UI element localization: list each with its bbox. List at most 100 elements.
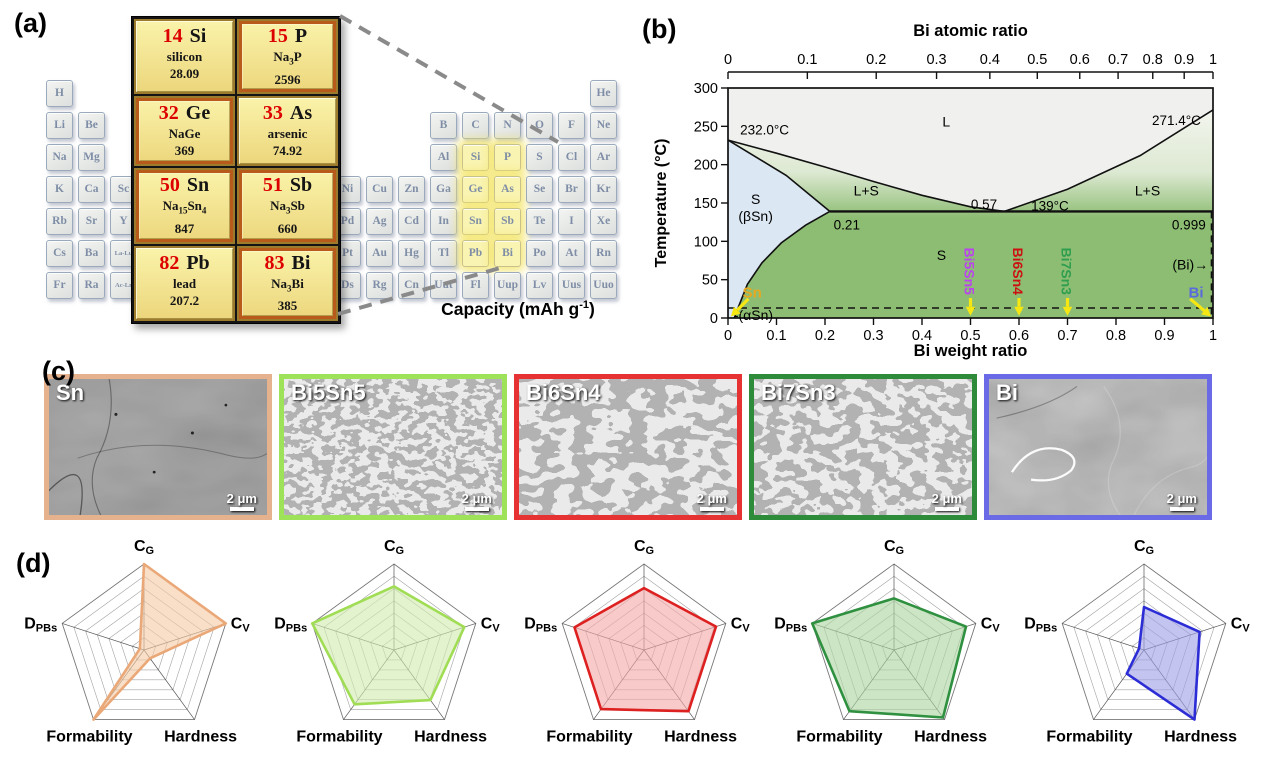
element-cell-Ga: Ga: [430, 176, 457, 203]
top-tick-label: 0.5: [1027, 52, 1047, 68]
phase-region-label: L: [942, 114, 950, 130]
element-cell-Fr: Fr: [46, 272, 73, 299]
element-cell-Rb: Rb: [46, 208, 73, 235]
inset-cell-capacity: 74.92: [272, 143, 303, 159]
inset-cell-capacity: 660: [277, 220, 298, 236]
radar-axis-spoke: [143, 649, 195, 720]
element-cell-He: He: [590, 80, 617, 107]
radar-axis-label: Hardness: [1164, 729, 1237, 746]
top-axis-title: Bi atomic ratio: [913, 22, 1028, 40]
inset-cell-compound: NaGe: [168, 126, 201, 142]
inset-cell-heading: 33 As: [262, 102, 313, 125]
sem-scale-bar: 2 μm: [932, 491, 962, 511]
x-tick-label: 1: [1209, 328, 1217, 344]
radar-axis-label: Formability: [1046, 729, 1132, 746]
inset-cell-compound: arsenic: [267, 126, 308, 142]
radar-axis-label: CV: [481, 615, 501, 634]
phase-point-label: 232.0°C: [740, 122, 789, 137]
radar-axis-label: CV: [1231, 615, 1251, 634]
radar-grid-ring: [811, 563, 977, 721]
top-tick-label: 0.9: [1174, 52, 1194, 68]
composition-arrow-head: [730, 306, 741, 317]
composition-arrow: [1189, 297, 1206, 312]
composition-label-Bi5Sn5: Bi5Sn5: [962, 247, 978, 295]
radar-axis-label: CG: [384, 538, 404, 557]
radar-chart-Bi6Sn4: CG CV Hardness Formability DPBs: [524, 538, 750, 746]
element-cell-Ba: Ba: [78, 240, 105, 267]
inset-cell-Sn: 50 Sn Na15Sn4 847: [134, 168, 235, 244]
element-cell-As: As: [494, 176, 521, 203]
element-cell-Ag: Ag: [366, 208, 393, 235]
sem-image-Bi6Sn4: Bi6Sn4 2 μm: [514, 374, 742, 520]
element-cell-Ra: Ra: [78, 272, 105, 299]
sem-image-Bi: Bi 2 μm: [984, 374, 1212, 520]
element-cell-Uup: Uup: [494, 272, 521, 299]
radar-data-polygon: [310, 585, 466, 706]
element-cell-Ne: Ne: [590, 112, 617, 139]
element-cell-H: H: [46, 80, 73, 107]
inset-cell-capacity: 28.09: [169, 66, 200, 81]
element-cell-K: K: [46, 176, 73, 203]
top-tick-label: 0: [724, 52, 732, 68]
sem-scale-bar: 2 μm: [227, 491, 257, 511]
radar-axis-label: DPBs: [1024, 615, 1057, 634]
y-tick-label: 0: [710, 311, 718, 327]
composition-arrow-head: [1201, 306, 1212, 317]
phase-point-label: 0.999: [1172, 217, 1206, 232]
inset-cell-As: 33 As arsenic 74.92: [237, 96, 338, 167]
element-cell-Au: Au: [366, 240, 393, 267]
element-cell-Cd: Cd: [398, 208, 425, 235]
sem-image-Sn: Sn 2 μm: [44, 374, 272, 520]
y-axis-title: Temperature (°C): [653, 139, 670, 268]
element-cell-C: C: [462, 112, 489, 139]
element-cell-F: F: [558, 112, 585, 139]
radar-chart-Bi7Sn3: CG CV Hardness Formability DPBs: [774, 538, 1000, 746]
inset-cell-compound: Na15Sn4: [162, 198, 207, 216]
top-tick-label: 0.1: [797, 52, 817, 68]
sem-texture: [754, 379, 972, 515]
inset-cell-compound: Na3Sb: [270, 198, 305, 216]
phase-point-label: 139°C: [1031, 198, 1069, 213]
inset-cell-heading: 15 P: [267, 25, 308, 47]
y-tick-label: 150: [694, 196, 718, 212]
element-cell-N: N: [494, 112, 521, 139]
composition-label-Bi6Sn4: Bi6Sn4: [1010, 247, 1026, 295]
element-cell-Pb: Pb: [462, 240, 489, 267]
element-cell-Xe: Xe: [590, 208, 617, 235]
phase-point-label: 0.57: [971, 197, 997, 212]
element-cell-Uuo: Uuo: [590, 272, 617, 299]
element-cell-Cs: Cs: [46, 240, 73, 267]
sem-scale-bar: 2 μm: [462, 491, 492, 511]
element-cell-Si: Si: [462, 144, 489, 171]
inset-cell-compound: Na3Bi: [271, 275, 304, 294]
x-axis-title: Bi weight ratio: [914, 342, 1028, 360]
y-tick-label: 100: [694, 234, 718, 250]
composition-label-Bi7Sn3: Bi7Sn3: [1059, 247, 1075, 295]
sem-texture: [49, 379, 267, 515]
inset-cell-Ge: 32 Ge NaGe 369: [134, 96, 235, 167]
radar-axis-label: Formability: [546, 729, 632, 746]
radar-axis-label: Formability: [46, 729, 132, 746]
top-tick-label: 0.4: [980, 52, 1000, 68]
capacity-axis-label: Capacity (mAh g-1): [441, 299, 595, 319]
phase-region-label: L+S: [1135, 183, 1160, 199]
inset-cell-heading: 32 Ge: [158, 102, 211, 125]
inset-cell-heading: 50 Sn: [159, 174, 210, 197]
radar-data-polygon: [1125, 605, 1201, 721]
element-cell-Se: Se: [526, 176, 553, 203]
y-tick-label: 300: [694, 81, 718, 97]
radar-axis-label: DPBs: [774, 615, 807, 634]
y-tick-label: 250: [694, 119, 718, 135]
sem-label: Bi5Sn5: [291, 380, 366, 405]
element-cell-Sn: Sn: [462, 208, 489, 235]
radar-chart-Sn: CG CV Hardness Formability DPBs: [24, 538, 250, 746]
radar-axis-label: CG: [634, 538, 654, 557]
inset-cell-capacity: 847: [174, 220, 195, 236]
radar-axis-label: DPBs: [24, 615, 57, 634]
element-cell-Na: Na: [46, 144, 73, 171]
element-cell-Uut: Uut: [430, 272, 457, 299]
panel-a-label: (a): [14, 8, 47, 38]
element-cell-B: B: [430, 112, 457, 139]
sem-texture: [989, 379, 1207, 515]
radar-data-polygon: [92, 562, 228, 721]
